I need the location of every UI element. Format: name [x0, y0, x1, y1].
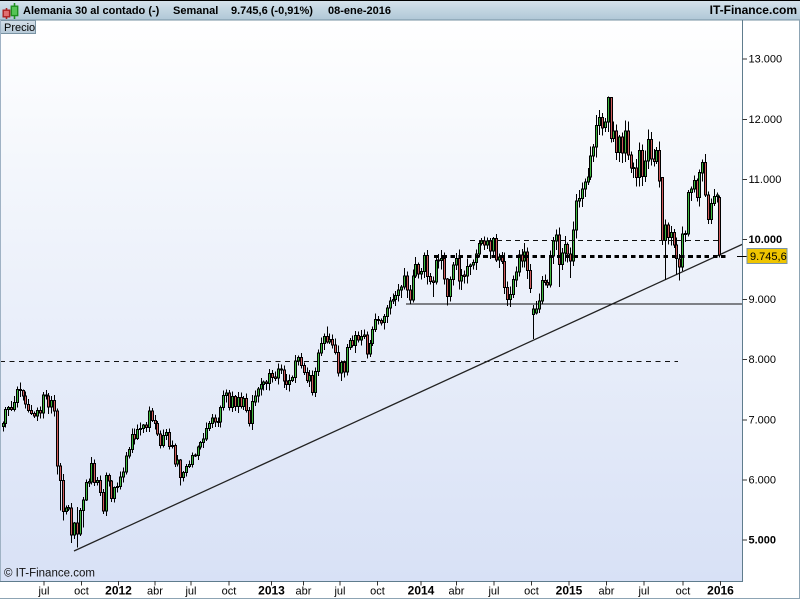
svg-text:jul: jul — [637, 586, 649, 598]
svg-text:2012: 2012 — [105, 584, 132, 598]
svg-text:jul: jul — [184, 586, 196, 598]
svg-text:12.000: 12.000 — [749, 114, 783, 126]
svg-text:08-ene-2016: 08-ene-2016 — [328, 5, 391, 17]
svg-text:11.000: 11.000 — [749, 174, 782, 186]
svg-text:6.000: 6.000 — [749, 474, 777, 486]
svg-text:9.745,6: 9.745,6 — [750, 251, 787, 263]
svg-text:oct: oct — [74, 586, 89, 598]
svg-text:oct: oct — [524, 586, 539, 598]
svg-text:13.000: 13.000 — [749, 54, 783, 66]
svg-text:8.000: 8.000 — [749, 354, 777, 366]
svg-text:Precio: Precio — [4, 22, 35, 34]
svg-text:© IT-Finance.com: © IT-Finance.com — [4, 568, 95, 580]
svg-text:2016: 2016 — [707, 584, 734, 598]
svg-text:oct: oct — [222, 586, 237, 598]
svg-text:oct: oct — [676, 586, 691, 598]
svg-text:abr: abr — [449, 586, 465, 598]
svg-text:7.000: 7.000 — [749, 414, 777, 426]
svg-text:2013: 2013 — [258, 584, 285, 598]
svg-text:abr: abr — [296, 586, 312, 598]
svg-text:oct: oct — [370, 586, 385, 598]
svg-text:Alemania 30 al contado (-): Alemania 30 al contado (-) — [23, 5, 160, 17]
svg-text:5.000: 5.000 — [749, 535, 777, 547]
svg-text:jul: jul — [37, 586, 49, 598]
svg-text:9.000: 9.000 — [749, 294, 777, 306]
svg-text:abr: abr — [147, 586, 163, 598]
svg-text:jul: jul — [487, 586, 499, 598]
svg-text:jul: jul — [333, 586, 345, 598]
svg-text:9.745,6 (-0,91%): 9.745,6 (-0,91%) — [231, 5, 313, 17]
svg-text:IT-Finance.com: IT-Finance.com — [710, 3, 797, 17]
svg-text:2015: 2015 — [556, 584, 583, 598]
svg-text:abr: abr — [599, 586, 615, 598]
svg-text:2014: 2014 — [408, 584, 435, 598]
svg-text:10.000: 10.000 — [749, 234, 783, 246]
svg-text:Semanal: Semanal — [173, 5, 218, 17]
